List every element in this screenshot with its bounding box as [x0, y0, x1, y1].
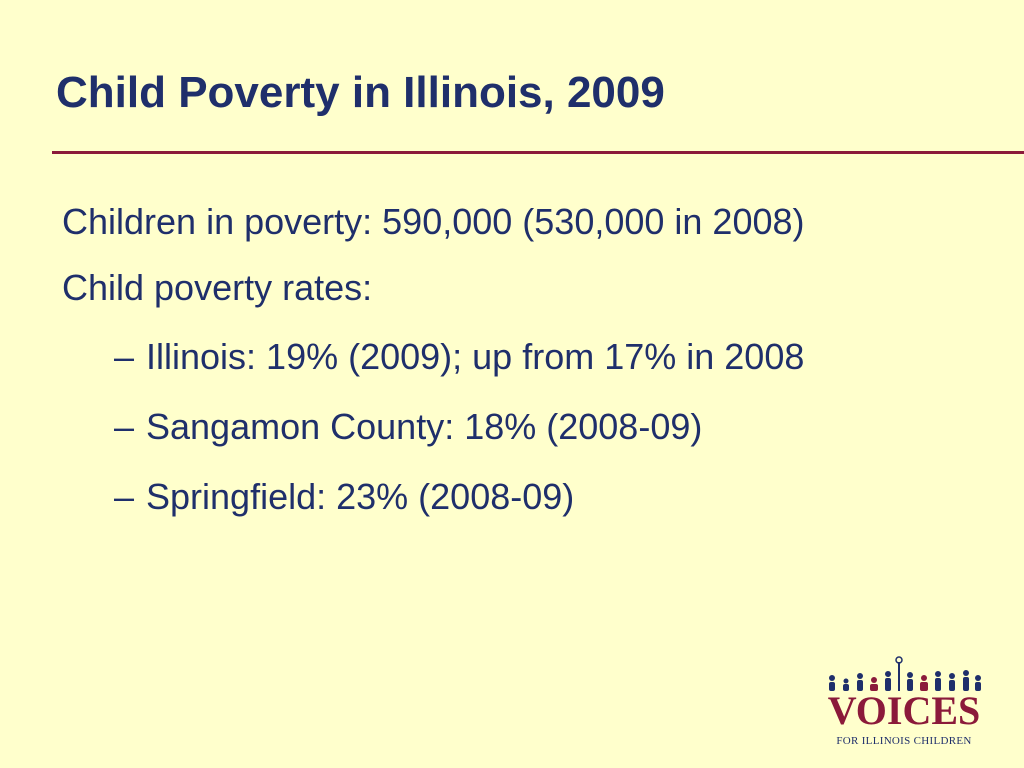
title-divider — [52, 151, 1024, 154]
children-figures-icon — [829, 656, 981, 691]
dash-marker: – — [114, 406, 135, 447]
bullet-child-poverty-rates: Child poverty rates: — [62, 267, 373, 308]
sub-bullet-illinois: – Illinois: 19% (2009); up from 17% in 2… — [62, 322, 1002, 392]
dash-marker: – — [114, 336, 135, 377]
slide-content: Children in poverty: 590,000 (530,000 in… — [62, 190, 1002, 532]
logo-tagline: For Illinois Children — [836, 735, 972, 747]
logo-wordmark: VOICES — [827, 688, 981, 733]
slide-title: Child Poverty in Illinois, 2009 — [56, 68, 665, 117]
bullet-children-in-poverty: Children in poverty: 590,000 (530,000 in… — [62, 201, 805, 242]
sub-bullet-sangamon-county: – Sangamon County: 18% (2008-09) — [62, 392, 1002, 462]
dash-marker: – — [114, 476, 135, 517]
sub-bullet-text: Springfield: 23% (2008-09) — [146, 476, 575, 517]
sub-bullet-springfield: – Springfield: 23% (2008-09) — [62, 462, 1002, 532]
sub-bullet-text: Sangamon County: 18% (2008-09) — [146, 406, 703, 447]
sub-bullet-text: Illinois: 19% (2009); up from 17% in 200… — [146, 336, 805, 377]
